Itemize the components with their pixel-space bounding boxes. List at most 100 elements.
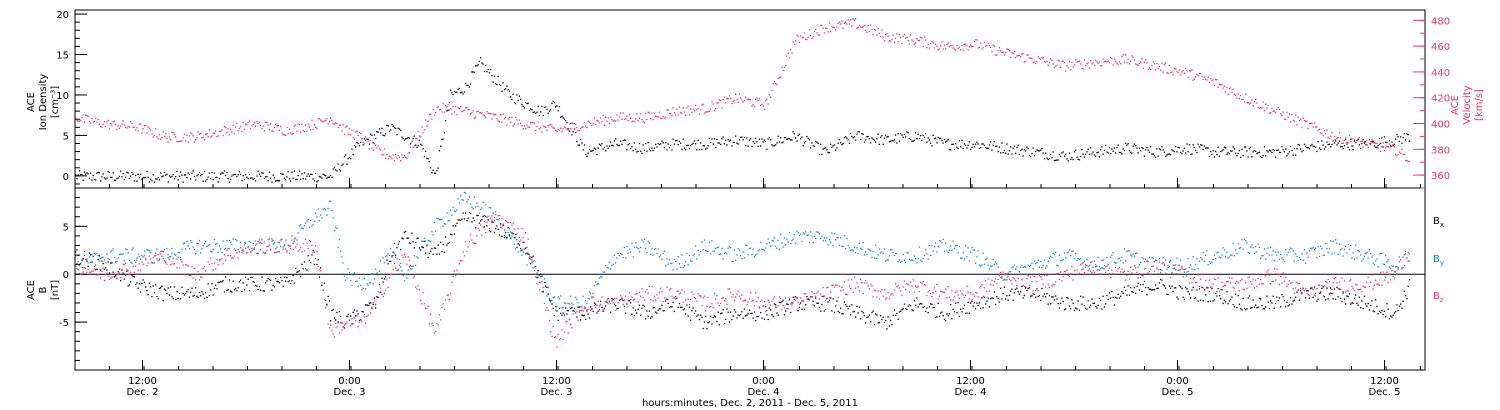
- by-point: [465, 192, 467, 194]
- by-point: [446, 212, 448, 214]
- bx-point: [400, 248, 402, 251]
- density-point: [262, 172, 264, 174]
- bz-point: [632, 299, 634, 301]
- density-point: [165, 174, 167, 176]
- by-point: [836, 236, 838, 239]
- by-point: [1243, 238, 1246, 241]
- bx-point: [1062, 300, 1064, 303]
- by-point: [878, 248, 881, 250]
- velocity-point: [685, 114, 687, 116]
- by-point: [736, 254, 738, 256]
- bx-point: [465, 212, 467, 214]
- bx-point: [1222, 302, 1224, 305]
- bx-point: [998, 301, 1001, 303]
- bx-point: [1015, 288, 1017, 290]
- bx-point: [1308, 297, 1311, 299]
- velocity-point: [448, 109, 451, 111]
- velocity-point: [212, 132, 214, 134]
- bz-point: [492, 213, 494, 215]
- velocity-point: [1166, 72, 1168, 74]
- density-point: [1340, 146, 1342, 148]
- density-point: [1211, 153, 1213, 155]
- bx-point: [1188, 293, 1191, 295]
- bx-point: [86, 260, 88, 262]
- density-point: [1136, 147, 1138, 149]
- velocity-series: [75, 18, 1411, 163]
- bx-point: [633, 315, 636, 317]
- bx-point: [707, 322, 709, 324]
- density-point: [856, 133, 858, 135]
- by-point: [812, 241, 814, 244]
- density-point: [380, 132, 382, 134]
- density-point: [456, 91, 458, 93]
- velocity-point: [1093, 64, 1096, 66]
- x-tick-time-label: 12:00: [956, 376, 985, 387]
- density-point: [1253, 149, 1256, 152]
- bz-point: [642, 296, 644, 299]
- by-point: [272, 243, 274, 245]
- density-point: [980, 147, 982, 149]
- bx-point: [323, 282, 326, 284]
- bz-point: [225, 259, 227, 261]
- velocity-point: [1271, 107, 1273, 110]
- density-point: [190, 178, 192, 180]
- velocity-point: [510, 121, 512, 123]
- bx-point: [861, 310, 863, 312]
- density-point: [1108, 146, 1111, 149]
- bz-point: [531, 259, 533, 261]
- velocity-point: [285, 134, 287, 136]
- velocity-point: [1265, 103, 1267, 105]
- bx-point: [1135, 292, 1137, 294]
- by-point: [601, 276, 603, 278]
- density-point: [953, 148, 956, 150]
- velocity-point: [541, 131, 543, 133]
- density-point: [460, 92, 462, 94]
- bz-point: [607, 303, 609, 305]
- bz-point: [560, 338, 562, 340]
- density-point: [1031, 152, 1033, 155]
- bx-point: [271, 289, 273, 291]
- density-point: [1261, 156, 1263, 159]
- velocity-point: [1312, 126, 1314, 128]
- velocity-point: [951, 45, 953, 47]
- bx-point: [441, 251, 443, 253]
- density-point: [112, 172, 114, 174]
- by-point: [1121, 256, 1123, 258]
- bx-point: [1178, 285, 1181, 287]
- density-point: [458, 87, 461, 90]
- by-point: [1056, 264, 1058, 266]
- bx-point: [481, 218, 483, 221]
- bx-point: [681, 306, 683, 308]
- bz-point: [338, 332, 341, 334]
- density-point: [963, 143, 966, 145]
- bx-point: [600, 300, 602, 302]
- velocity-point: [925, 39, 927, 41]
- density-point: [473, 71, 475, 73]
- density-point: [1018, 153, 1021, 156]
- velocity-point: [978, 46, 980, 48]
- velocity-point: [833, 27, 836, 29]
- by-point: [273, 242, 276, 244]
- by-point: [716, 247, 718, 249]
- density-point: [1098, 156, 1101, 158]
- velocity-point: [547, 125, 549, 127]
- bx-point: [1342, 292, 1344, 294]
- velocity-point: [710, 108, 712, 110]
- bz-point: [235, 249, 237, 252]
- velocity-point: [151, 133, 153, 135]
- bx-point: [591, 308, 593, 310]
- velocity-point: [1211, 80, 1213, 82]
- bx-point: [1206, 286, 1208, 288]
- velocity-point: [497, 120, 499, 122]
- density-series: [75, 57, 1411, 183]
- bz-point: [135, 265, 137, 267]
- density-point: [1398, 140, 1401, 143]
- bx-point: [565, 307, 567, 309]
- density-point: [1305, 145, 1307, 147]
- velocity-point: [921, 37, 923, 39]
- density-point: [438, 150, 441, 152]
- bx-point: [1173, 287, 1176, 289]
- velocity-point: [1208, 81, 1211, 83]
- bx-point: [553, 314, 556, 317]
- velocity-point: [1013, 50, 1016, 53]
